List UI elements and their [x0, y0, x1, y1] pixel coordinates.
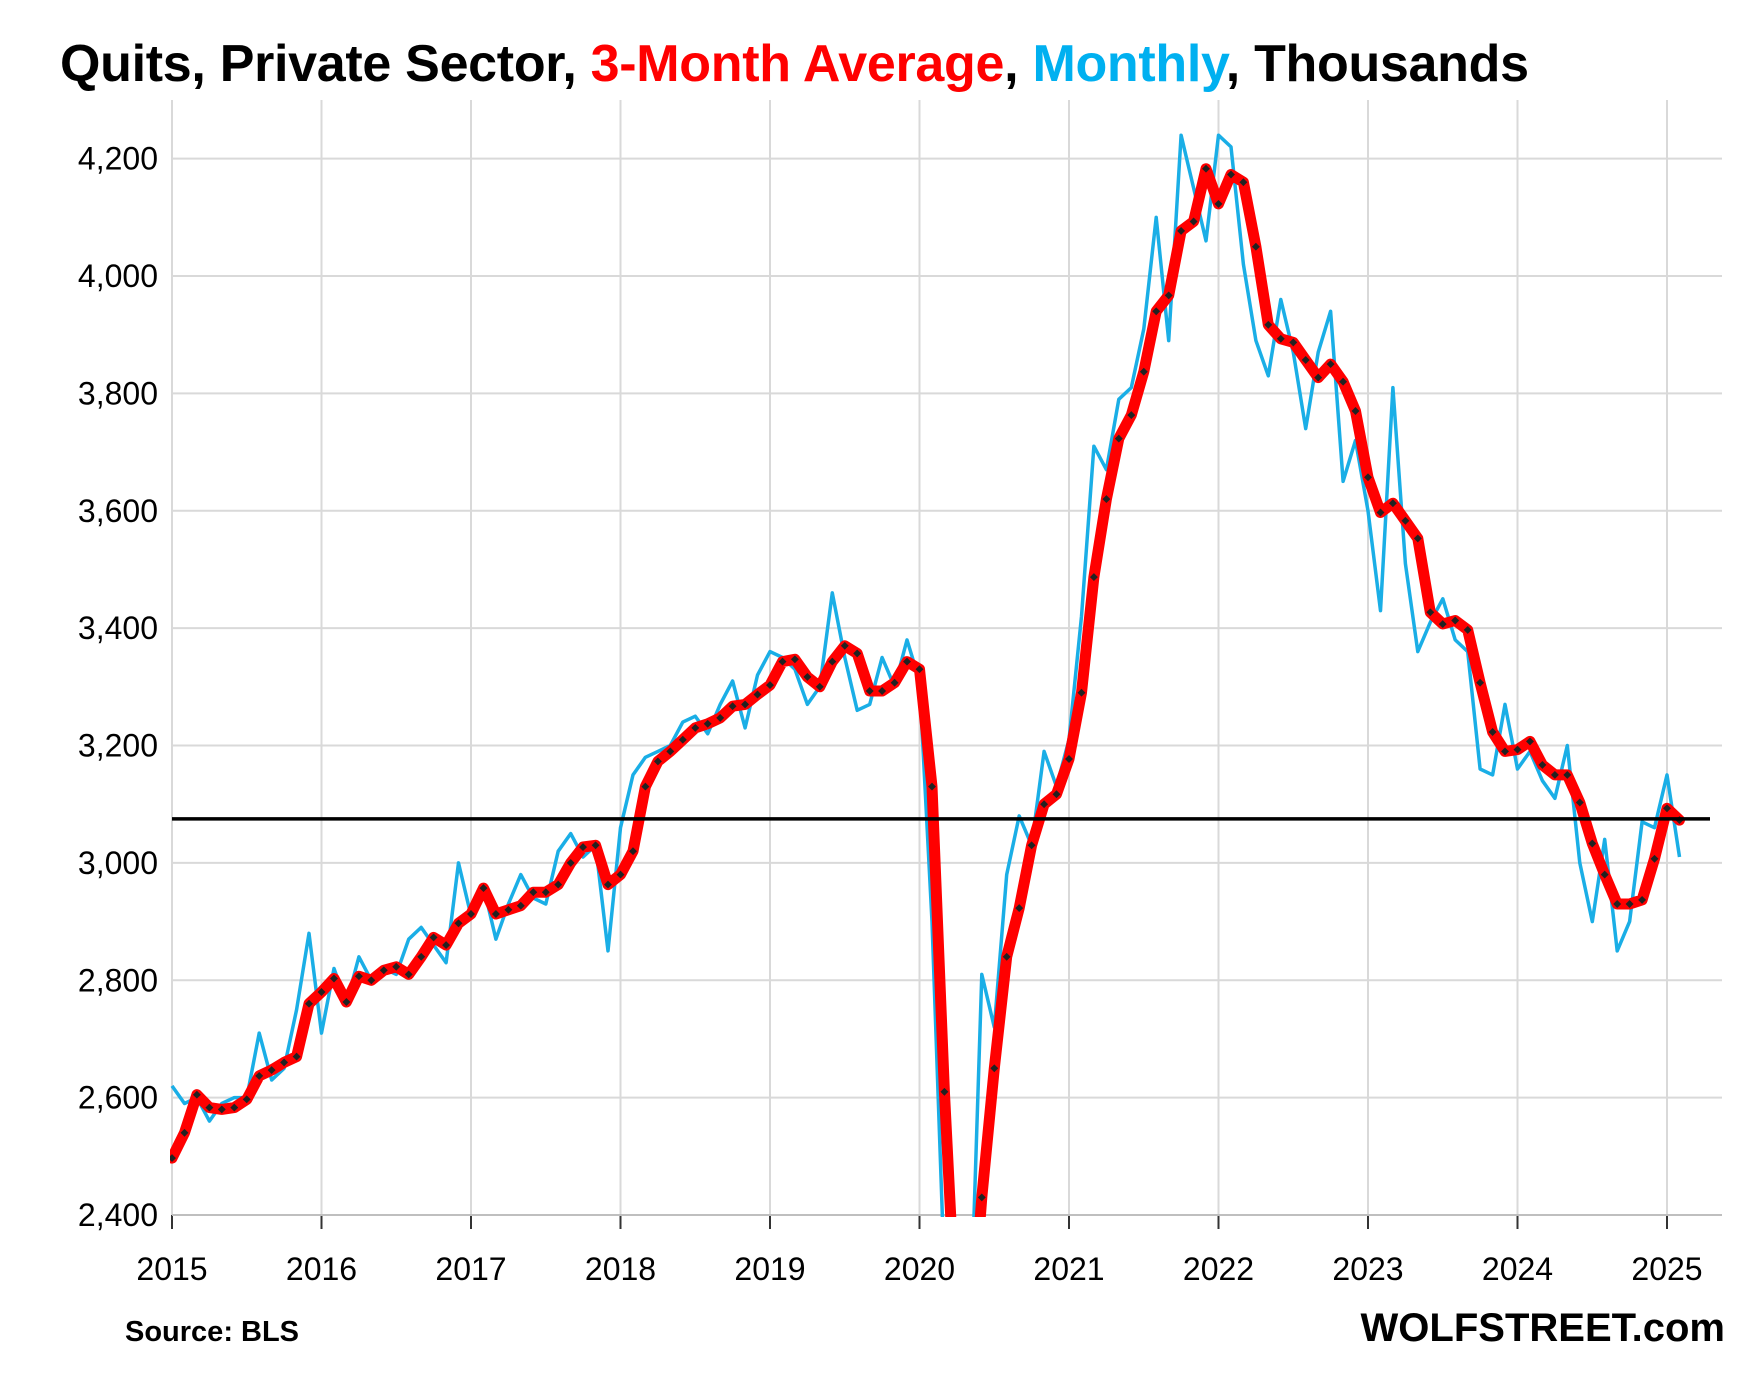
y-tick-label: 3,200	[78, 728, 158, 764]
avg-point-marker	[392, 962, 401, 971]
avg-point-marker	[1276, 334, 1285, 343]
avg-point-marker	[790, 655, 799, 664]
y-tick-label: 3,400	[78, 610, 158, 646]
y-tick-label: 3,800	[78, 375, 158, 411]
title-avg-series: 3-Month Average	[590, 35, 1005, 93]
x-tick-label: 2018	[585, 1251, 656, 1287]
avg-point-marker	[305, 999, 313, 1008]
avg-point-marker	[467, 910, 475, 918]
x-tick-label: 2017	[435, 1251, 506, 1287]
x-tick-label: 2016	[286, 1251, 357, 1287]
x-axis-tick-labels: 2015 2016 2017 2018 2019 2020 2021 2022 2023 2024…	[136, 1251, 1702, 1287]
monthly-series-line	[170, 133, 1682, 1217]
chart-title: Quits, Private Sector, 3-Month Average , …	[60, 34, 1529, 94]
y-tick-label: 2,800	[78, 962, 158, 998]
gridlines	[171, 100, 1722, 1229]
x-tick-label: 2024	[1482, 1251, 1553, 1287]
x-tick-label: 2023	[1332, 1251, 1403, 1287]
avg-point-marker	[330, 974, 338, 983]
avg-point-marker	[1351, 407, 1360, 415]
avg-point-marker	[1550, 770, 1559, 779]
y-tick-label: 3,600	[78, 493, 158, 529]
avg-point-marker	[342, 998, 351, 1006]
avg-point-marker	[367, 976, 376, 985]
avg-point-marker	[317, 988, 326, 996]
avg-point-marker	[641, 782, 650, 791]
y-tick-label: 2,600	[78, 1080, 158, 1116]
avg-point-marker	[566, 858, 575, 867]
avg-point-marker	[479, 884, 488, 893]
avg-point-marker	[379, 966, 388, 975]
avg-series-line	[170, 163, 1685, 1217]
avg-point-marker	[1538, 760, 1547, 769]
avg-point-marker	[1526, 737, 1534, 746]
avg-point-marker	[1563, 770, 1572, 779]
avg-point-marker	[1501, 747, 1509, 756]
avg-point-marker	[1364, 473, 1372, 482]
title-prefix: Quits, Private Sector,	[60, 35, 591, 93]
avg-point-marker	[691, 723, 700, 732]
title-sep: ,	[1004, 35, 1033, 93]
avg-point-marker	[1289, 338, 1298, 347]
y-axis-tick-labels: 2,400 2,600 2,800 3,000 3,200 3,400 3,600 3,800…	[78, 141, 158, 1233]
avg-point-marker	[491, 910, 500, 918]
avg-point-marker	[1264, 320, 1273, 329]
x-tick-label: 2021	[1033, 1251, 1104, 1287]
avg-point-marker	[454, 919, 463, 928]
source-label: Source: BLS	[125, 1316, 300, 1348]
avg-point-marker	[965, 1358, 973, 1366]
avg-point-marker	[1413, 534, 1422, 543]
y-tick-label: 4,200	[78, 141, 158, 177]
avg-point-marker	[953, 1334, 961, 1342]
x-tick-label: 2020	[884, 1251, 955, 1287]
y-tick-label: 2,400	[78, 1197, 158, 1233]
avg-point-marker	[666, 747, 675, 756]
avg-point-marker	[1438, 620, 1447, 629]
avg-point-marker	[579, 843, 587, 852]
x-tick-label: 2019	[734, 1251, 805, 1287]
title-monthly-series: Monthly	[1032, 35, 1226, 93]
title-suffix: , Thousands	[1225, 35, 1529, 93]
x-tick-label: 2022	[1183, 1251, 1254, 1287]
avg-point-marker	[716, 713, 725, 722]
x-tick-label: 2025	[1631, 1251, 1702, 1287]
y-tick-label: 4,000	[78, 258, 158, 294]
avg-point-marker	[853, 649, 862, 658]
avg-point-marker	[504, 905, 513, 914]
avg-point-marker	[741, 700, 750, 709]
brand-label: WOLFSTREET.com	[1360, 1306, 1725, 1350]
plot-series	[170, 133, 1685, 1366]
x-tick-label: 2015	[136, 1251, 207, 1287]
y-tick-label: 3,000	[78, 845, 158, 881]
avg-point-marker	[354, 972, 363, 981]
